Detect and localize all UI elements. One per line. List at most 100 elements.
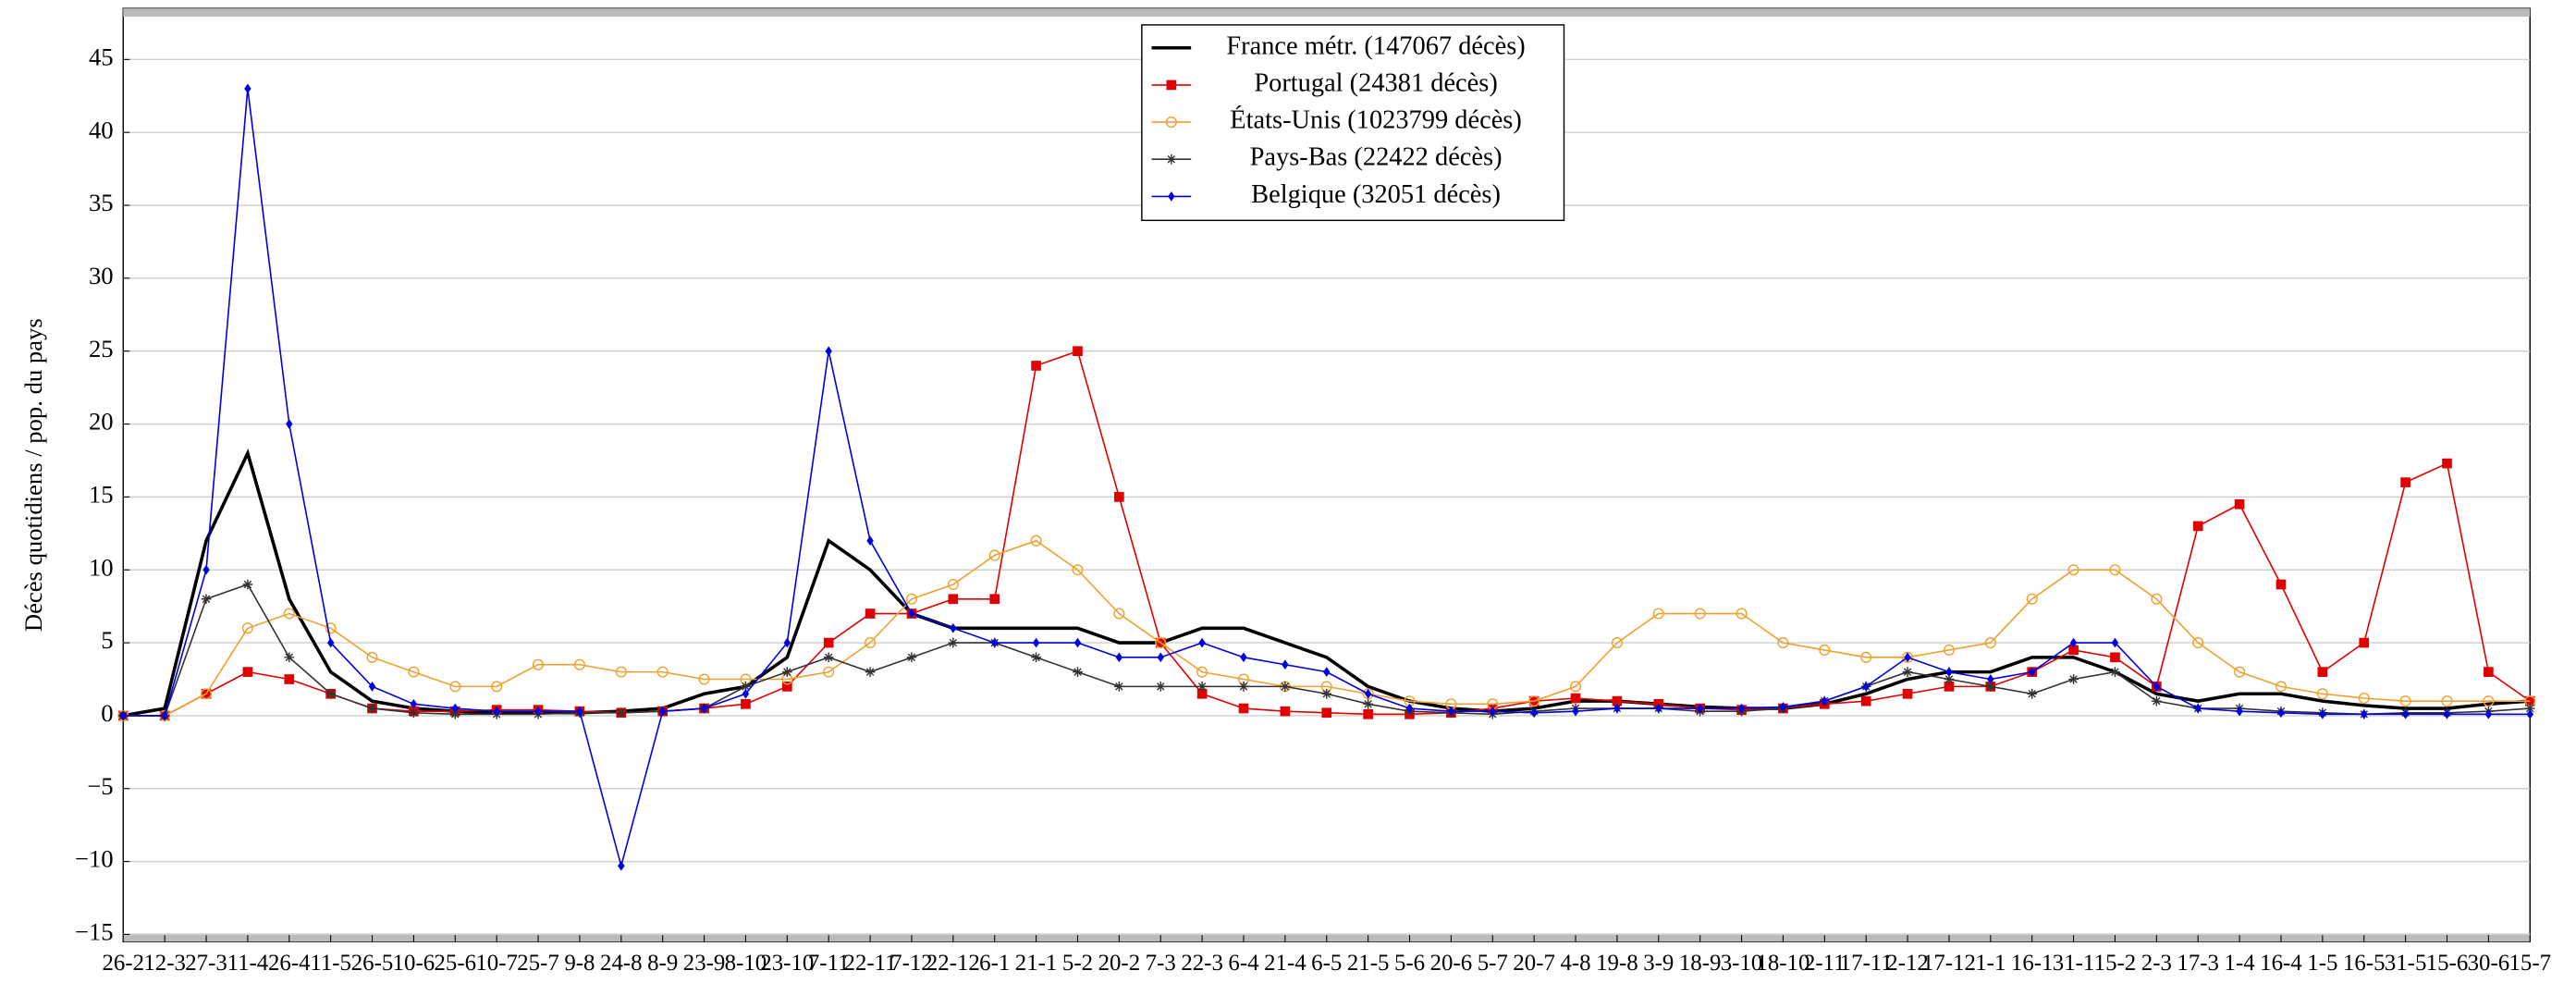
x-tick-label: 5-7 [1478,951,1508,976]
marker-star [1944,674,1955,684]
marker-square [1902,688,1913,699]
marker-star [1280,682,1291,692]
marker-circle [449,681,461,693]
legend-label: France métr. (147067 décès) [1226,31,1525,60]
x-tick-label: 11-4 [227,951,269,976]
marker-circle [533,658,545,670]
marker-diamond [1779,702,1787,712]
marker-circle [2026,593,2038,605]
x-tick-label: 21-4 [1264,951,1306,976]
marker-square [1612,695,1623,707]
x-tick-label: 17-12 [1922,951,1976,976]
marker-star [367,703,377,714]
marker-square [741,698,751,709]
marker-star [1902,667,1913,677]
marker-square [284,674,295,684]
x-tick-label: 2-12 [1886,951,1929,976]
marker-diamond [950,622,957,633]
x-tick-label: 6-4 [1228,951,1259,976]
x-tick-label: 11-5 [310,951,351,976]
x-tick-label: 3-10 [1721,951,1763,976]
marker-star [2110,667,2120,677]
x-tick-label: 15-7 [2509,951,2551,976]
marker-circle [1569,681,1582,693]
y-tick-label: 10 [89,553,114,581]
x-tick-label: 9-8 [564,951,595,976]
marker-circle [656,666,669,678]
x-tick-label: 23-9 [683,951,726,976]
marker-square [242,667,253,677]
marker-square [1031,361,1041,371]
x-tick-label: 10-7 [475,951,518,976]
marker-circle [2399,695,2411,707]
marker-diamond [990,637,999,648]
marker-star [1073,667,1083,677]
marker-circle [1819,644,1831,657]
x-tick-label: 7-3 [1146,951,1176,976]
legend-label: Belgique (32051 décès) [1251,180,1501,209]
marker-star [2152,695,2162,707]
x-tick-label: 26-5 [351,951,394,976]
marker-circle [1860,651,1872,663]
marker-diamond [1987,674,1994,684]
marker-circle [1155,637,1167,649]
marker-star [1196,682,1208,692]
x-tick-label: 31-5 [2385,951,2427,976]
marker-star [906,652,917,663]
marker-square [948,594,959,605]
marker-circle [2316,688,2328,700]
marker-star [284,652,295,663]
x-tick-label: 22-3 [1181,951,1223,976]
x-tick-label: 21-5 [1347,951,1390,976]
x-tick-label: 2-11 [1804,951,1846,976]
marker-circle [1984,637,1996,649]
marker-star [409,707,419,719]
x-tick-label: 7-11 [808,951,850,976]
marker-square [989,594,1000,605]
marker-square [2484,667,2494,677]
marker-circle [2109,564,2121,576]
marker-star [201,594,212,605]
marker-circle [865,637,877,649]
legend-marker [1166,80,1177,91]
x-tick-label: 15-6 [2426,951,2469,976]
marker-circle [1072,564,1084,576]
marker-diamond [908,608,915,619]
y-tick-label: −10 [75,845,114,873]
marker-star [865,667,876,677]
legend: France métr. (147067 décès) Portugal (243… [1141,24,1565,222]
marker-diamond [1737,703,1746,714]
marker-circle [1528,695,1540,707]
marker-square [2275,579,2287,590]
marker-diamond [410,698,418,709]
x-tick-label: 19-8 [1596,951,1638,976]
x-tick-label: 16-5 [2343,951,2386,976]
marker-diamond [866,535,874,547]
marker-circle [1113,608,1125,620]
y-tick-label: 0 [101,699,113,727]
marker-diamond [326,637,335,648]
y-tick-label: 15 [89,480,114,508]
y-tick-label: 30 [89,262,114,289]
marker-star [781,667,792,677]
marker-square [1570,693,1581,704]
y-tick-label: 35 [89,189,114,216]
marker-star [1985,682,1996,692]
y-axis-label: Décès quotidiens / pop. du pays [19,318,47,632]
marker-square [2110,652,2120,663]
marker-star [2068,674,2079,684]
x-tick-label: 8-9 [647,951,678,976]
marker-circle [2441,695,2453,707]
y-tick-label: −15 [75,918,114,946]
marker-circle [2192,637,2204,649]
x-tick-label: 18-10 [1756,951,1809,976]
y-tick-label: 5 [101,626,113,654]
marker-circle [1736,608,1748,620]
x-tick-label: 16-1 [2011,951,2054,976]
x-tick-label: 20-6 [1430,951,1473,976]
x-tick-label: 23-10 [760,951,814,976]
marker-square [1280,706,1291,717]
marker-star [1155,682,1166,692]
